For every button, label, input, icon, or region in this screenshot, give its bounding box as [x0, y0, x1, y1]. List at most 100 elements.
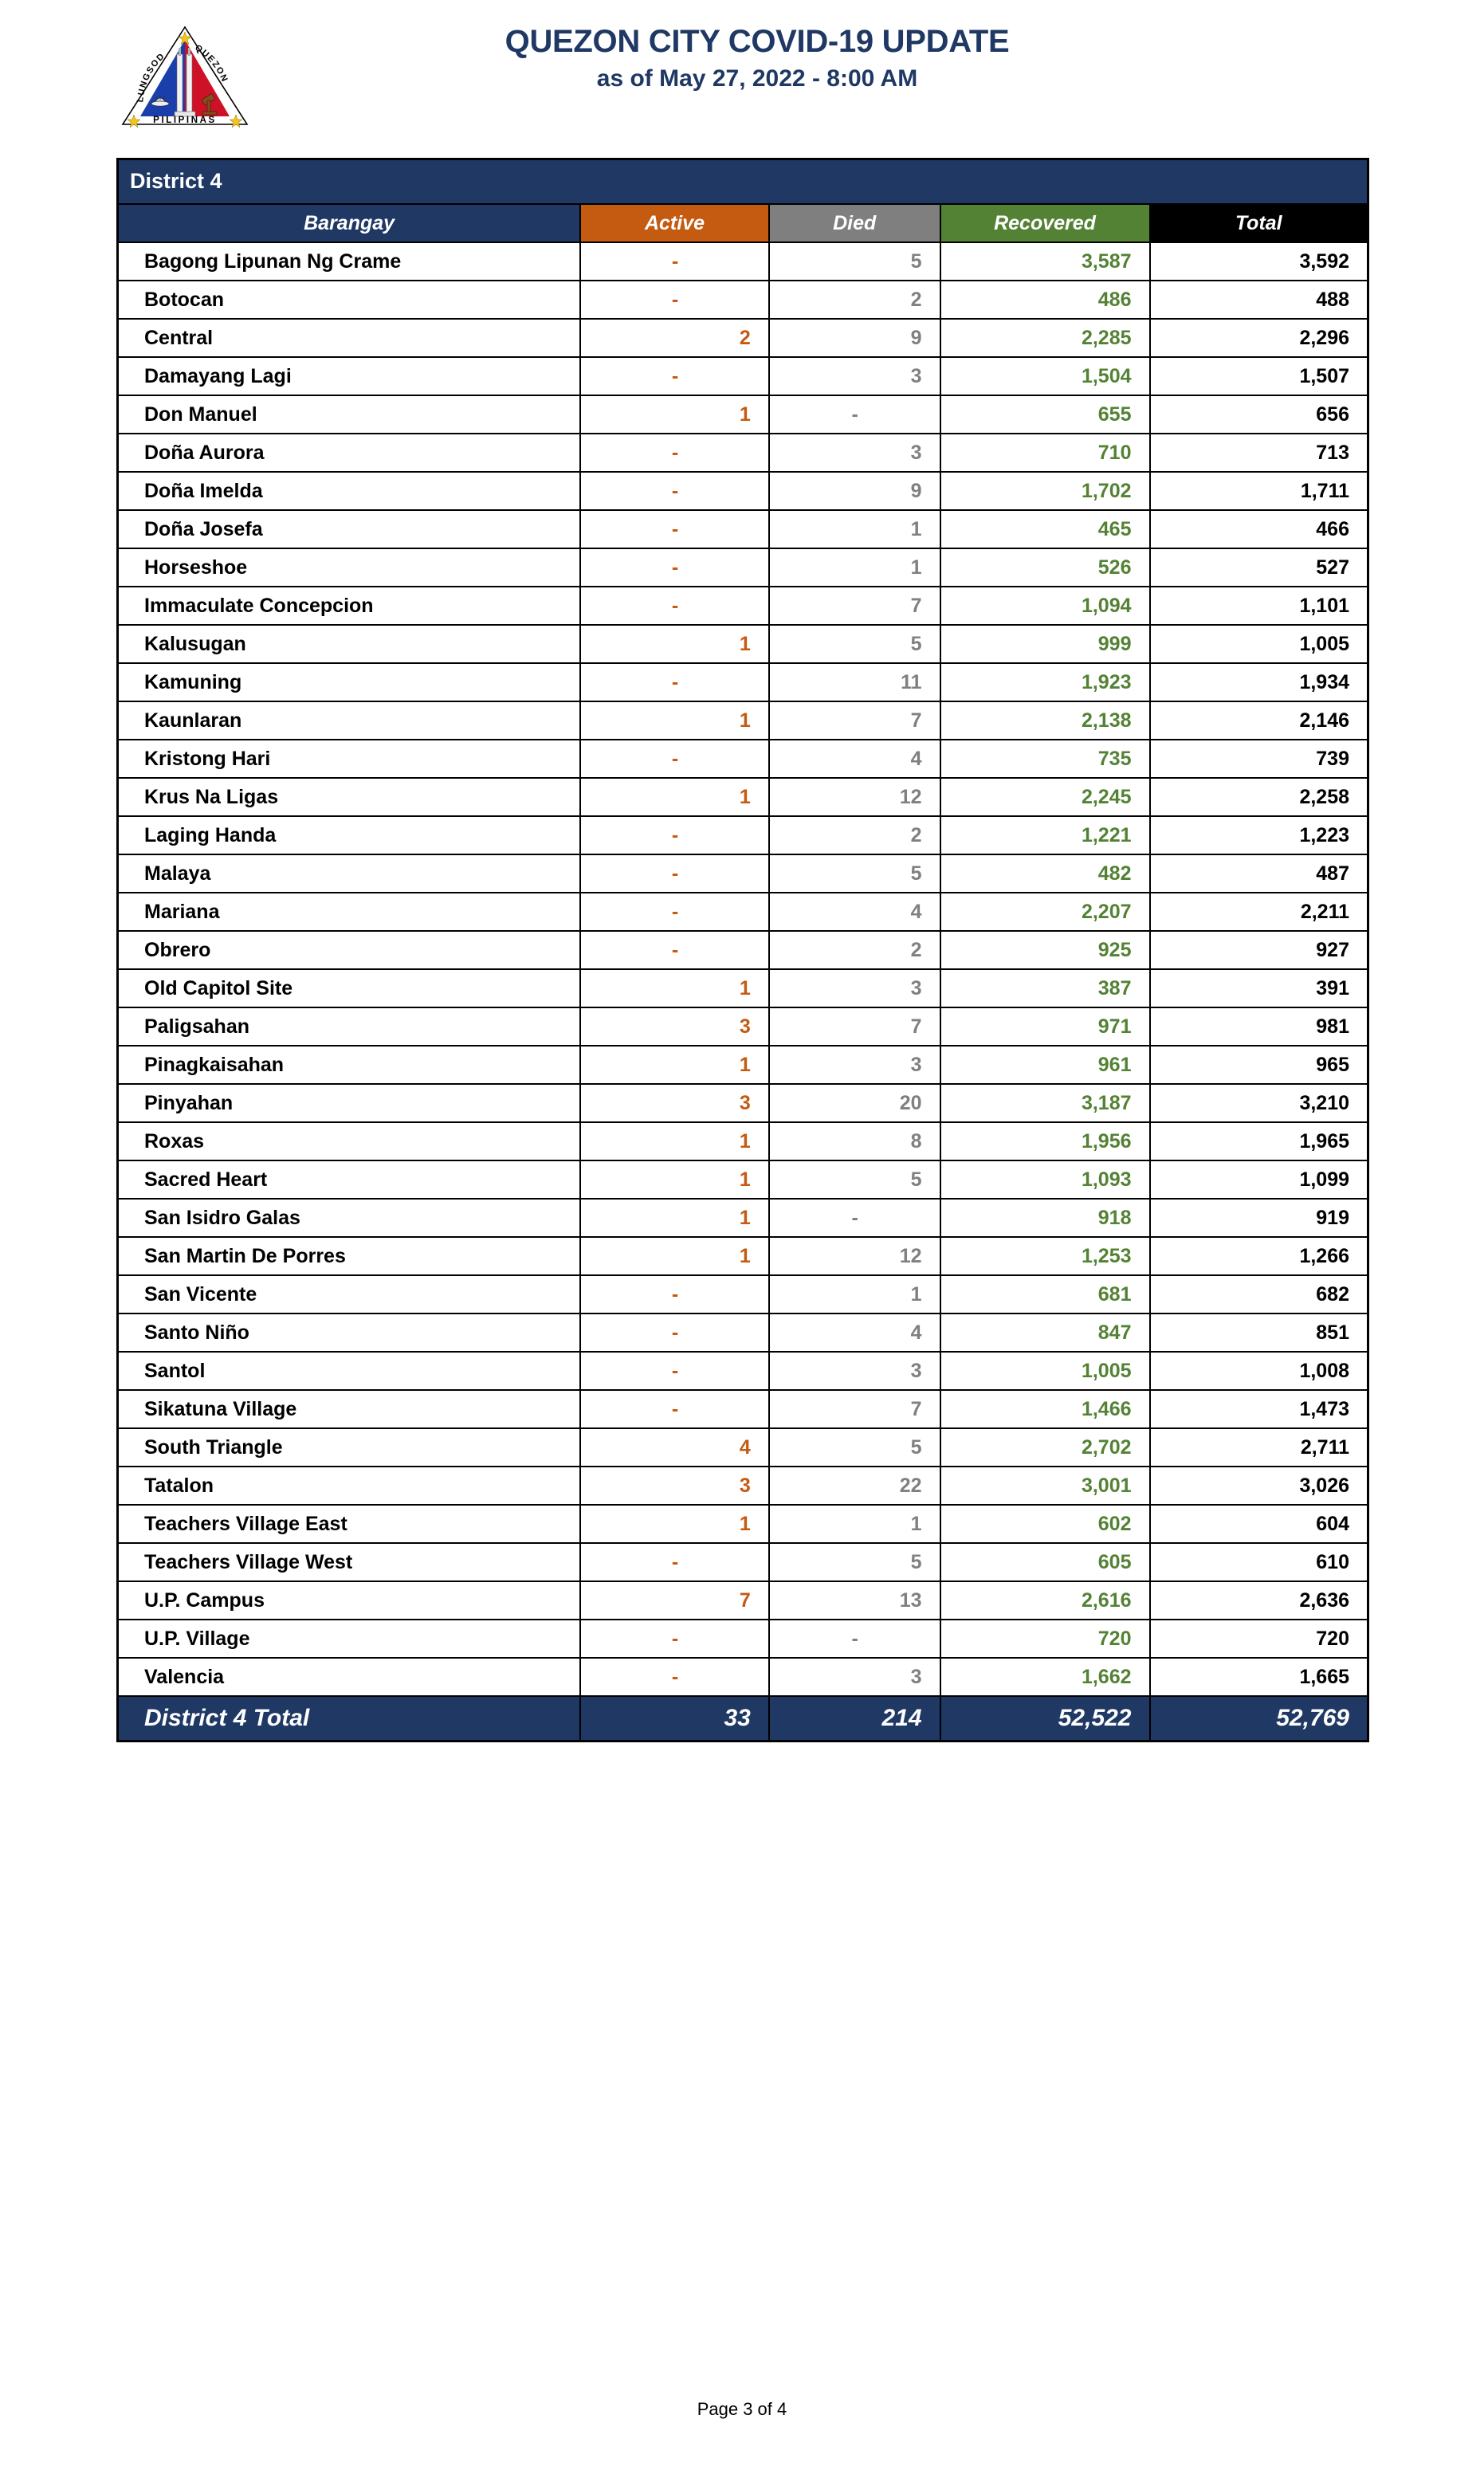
total-count-cell: 1,008	[1148, 1351, 1369, 1391]
total-count-cell: 1,965	[1148, 1121, 1369, 1161]
table-row: Santol -3 1,005 1,008	[116, 1351, 1369, 1391]
died-count-cell: -	[768, 1619, 941, 1659]
column-header-active[interactable]: Active	[579, 203, 770, 243]
died-count-cell: 3	[768, 968, 941, 1008]
died-count-cell: 3	[768, 356, 941, 396]
table-row: San Isidro Galas 1-918 919	[116, 1198, 1369, 1238]
died-count-cell: -	[768, 1198, 941, 1238]
recovered-count-cell: 735	[939, 739, 1151, 779]
table-row: Don Manuel 1-655 656	[116, 395, 1369, 434]
total-count-cell: 3,026	[1148, 1466, 1369, 1506]
died-count-cell: 8	[768, 1121, 941, 1161]
table-row: Obrero -2 925 927	[116, 930, 1369, 970]
table-row: Horseshoe -1 526 527	[116, 548, 1369, 587]
table-row: Teachers Village East 1 1 602 604	[116, 1504, 1369, 1544]
table-row: Kaunlaran 1 7 2,138 2,146	[116, 701, 1369, 740]
column-header-total[interactable]: Total	[1148, 203, 1369, 243]
total-count-cell: 488	[1148, 280, 1369, 320]
died-count-cell: 4	[768, 892, 941, 932]
recovered-count-cell: 1,094	[939, 586, 1151, 626]
active-count-cell: 4	[579, 1427, 770, 1467]
total-count-cell: 1,099	[1148, 1160, 1369, 1200]
recovered-count-cell: 1,702	[939, 471, 1151, 511]
table-row: Santo Niño -4 847 851	[116, 1313, 1369, 1353]
active-count-cell: -	[579, 356, 770, 396]
total-count-cell: 682	[1148, 1274, 1369, 1314]
barangay-name-cell: Teachers Village East	[116, 1504, 582, 1544]
died-count-cell: 7	[768, 701, 941, 740]
total-count-cell: 2,296	[1148, 318, 1369, 358]
died-count-cell: 7	[768, 586, 941, 626]
recovered-count-cell: 605	[939, 1542, 1151, 1582]
barangay-name-cell: Teachers Village West	[116, 1542, 582, 1582]
table-row: Doña Aurora -3 710 713	[116, 433, 1369, 473]
recovered-count-cell: 971	[939, 1007, 1151, 1046]
recovered-count-cell: 1,466	[939, 1389, 1151, 1429]
table-row: Pinagkaisahan 1 3 961 965	[116, 1045, 1369, 1085]
active-count-cell: -	[579, 1657, 770, 1697]
active-count-cell: -	[579, 930, 770, 970]
total-count-cell: 739	[1148, 739, 1369, 779]
recovered-count-cell: 1,956	[939, 1121, 1151, 1161]
recovered-count-cell: 720	[939, 1619, 1151, 1659]
district-label: District 4	[116, 158, 1369, 205]
total-count-cell: 927	[1148, 930, 1369, 970]
total-count-cell: 1,711	[1148, 471, 1369, 511]
barangay-name-cell: U.P. Village	[116, 1619, 582, 1659]
total-count-cell: 604	[1148, 1504, 1369, 1544]
barangay-name-cell: Old Capitol Site	[116, 968, 582, 1008]
total-count-cell: 2,711	[1148, 1427, 1369, 1467]
barangay-name-cell: Krus Na Ligas	[116, 777, 582, 817]
barangay-name-cell: Mariana	[116, 892, 582, 932]
table-row: Paligsahan 3 7 971 981	[116, 1007, 1369, 1046]
total-count-cell: 610	[1148, 1542, 1369, 1582]
column-header-row: Barangay Active Died Recovered Total	[116, 203, 1369, 243]
recovered-count-cell: 2,138	[939, 701, 1151, 740]
barangay-name-cell: Central	[116, 318, 582, 358]
active-count-cell: -	[579, 280, 770, 320]
died-count-cell: 2	[768, 930, 941, 970]
table-row: Damayang Lagi -3 1,504 1,507	[116, 356, 1369, 396]
died-count-cell: 13	[768, 1581, 941, 1620]
died-count-cell: 12	[768, 1236, 941, 1276]
total-count-cell: 2,146	[1148, 701, 1369, 740]
table-row: Kamuning -11 1,923 1,934	[116, 662, 1369, 702]
recovered-count-cell: 387	[939, 968, 1151, 1008]
district-total-active: 33	[579, 1695, 770, 1742]
active-count-cell: 1	[579, 395, 770, 434]
total-count-cell: 656	[1148, 395, 1369, 434]
died-count-cell: 2	[768, 815, 941, 855]
active-count-cell: 1	[579, 1504, 770, 1544]
died-count-cell: 3	[768, 1657, 941, 1697]
barangay-name-cell: Kamuning	[116, 662, 582, 702]
recovered-count-cell: 847	[939, 1313, 1151, 1353]
recovered-count-cell: 486	[939, 280, 1151, 320]
total-count-cell: 3,210	[1148, 1083, 1369, 1123]
died-count-cell: 3	[768, 1045, 941, 1085]
active-count-cell: -	[579, 1389, 770, 1429]
column-header-died[interactable]: Died	[768, 203, 941, 243]
table-row: San Martin De Porres 1 12 1,253 1,266	[116, 1236, 1369, 1276]
table-row: Doña Josefa -1 465 466	[116, 509, 1369, 549]
total-count-cell: 466	[1148, 509, 1369, 549]
total-count-cell: 2,211	[1148, 892, 1369, 932]
total-count-cell: 851	[1148, 1313, 1369, 1353]
total-count-cell: 3,592	[1148, 241, 1369, 281]
died-count-cell: 9	[768, 471, 941, 511]
active-count-cell: 3	[579, 1007, 770, 1046]
barangay-name-cell: Immaculate Concepcion	[116, 586, 582, 626]
died-count-cell: 1	[768, 1504, 941, 1544]
died-count-cell: 5	[768, 1160, 941, 1200]
recovered-count-cell: 918	[939, 1198, 1151, 1238]
barangay-name-cell: Doña Aurora	[116, 433, 582, 473]
recovered-count-cell: 2,285	[939, 318, 1151, 358]
died-count-cell: 5	[768, 854, 941, 893]
column-header-recovered[interactable]: Recovered	[939, 203, 1151, 243]
barangay-name-cell: Paligsahan	[116, 1007, 582, 1046]
recovered-count-cell: 3,587	[939, 241, 1151, 281]
recovered-count-cell: 465	[939, 509, 1151, 549]
table-row: Bagong Lipunan Ng Crame -5 3,587 3,592	[116, 241, 1369, 281]
active-count-cell: -	[579, 739, 770, 779]
table-body: Bagong Lipunan Ng Crame -5 3,587 3,592 Botoc…	[116, 241, 1369, 1697]
column-header-barangay[interactable]: Barangay	[116, 203, 582, 243]
